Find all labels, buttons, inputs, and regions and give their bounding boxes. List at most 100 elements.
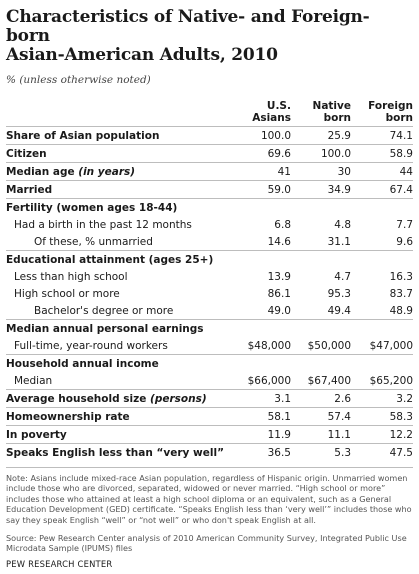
row-label-unit: (in years): [78, 165, 136, 178]
row-label: Share of Asian population: [6, 126, 229, 145]
cell-foreign-born: 67.4: [351, 180, 413, 199]
table-row: Had a birth in the past 12 months 6.8 4.8 7…: [6, 216, 413, 233]
row-label: Full-time, year-round workers: [6, 337, 229, 355]
subtitle: % (unless otherwise noted): [6, 74, 151, 86]
cell-us-asians: $66,000: [247, 374, 291, 387]
row-label: In poverty: [6, 425, 229, 444]
cell-foreign-born: 58.9: [351, 144, 413, 163]
row-label: Speaks English less than “very well”: [6, 443, 229, 461]
cell-us-asians: 14.6: [267, 235, 291, 248]
cell-foreign-born: [351, 198, 413, 216]
table-row: Household annual income: [6, 354, 413, 372]
cell-native-born: [291, 319, 351, 337]
cell-native-born: 5.3: [291, 443, 351, 461]
table-row: Fertility (women ages 18-44): [6, 198, 413, 216]
cell-native-born: [291, 250, 351, 268]
table-row: Married 59.0 34.9 67.4: [6, 180, 413, 199]
cell-native-born: $67,400: [307, 374, 351, 387]
column-header-us-asians: U.S. Asians: [252, 100, 291, 124]
row-label-text: Median: [14, 374, 53, 387]
row-label-text: Bachelor's degree or more: [34, 304, 174, 317]
cell-native-born: 4.8: [334, 218, 351, 231]
cell-us-asians: 6.8: [274, 218, 291, 231]
table-row: Average household size (persons) 3.1 2.6 3.…: [6, 389, 413, 408]
table-row: High school or more 86.1 95.3 83.7: [6, 285, 413, 302]
cell-native-born: 2.6: [291, 389, 351, 408]
cell-foreign-born: 12.2: [351, 425, 413, 444]
row-label: Homeownership rate: [6, 407, 229, 426]
column-header-native-born: Native born: [312, 100, 351, 124]
cell-foreign-born: 9.6: [396, 235, 413, 248]
cell-foreign-born: 44: [351, 162, 413, 181]
cell-native-born: 11.1: [291, 425, 351, 444]
header-label-spacer: [6, 94, 229, 127]
table-row: Educational attainment (ages 25+): [6, 250, 413, 268]
row-label: Educational attainment (ages 25+): [6, 250, 229, 268]
table-row: Median age (in years) 41 30 44: [6, 162, 413, 181]
table-source: Source: Pew Research Center analysis of …: [6, 533, 407, 554]
table-row: Full-time, year-round workers $48,000 $50,…: [6, 337, 413, 355]
cell-us-asians: [229, 198, 291, 216]
table-row: Bachelor's degree or more 49.0 49.4 48.9: [6, 302, 413, 320]
cell-foreign-born: $65,200: [369, 374, 413, 387]
cell-us-asians: 49.0: [267, 304, 291, 317]
cell-us-asians: [229, 354, 291, 372]
row-label-unit: (persons): [150, 392, 207, 405]
row-label-text: Educational attainment (ages 25+): [6, 253, 214, 266]
cell-us-asians: 3.1: [229, 389, 291, 408]
row-label-text: Full-time, year-round workers: [14, 339, 168, 352]
row-label-text: Citizen: [6, 147, 47, 160]
row-label: Citizen: [6, 144, 229, 163]
row-label-text: Married: [6, 183, 53, 196]
cell-us-asians: 36.5: [229, 443, 291, 461]
characteristics-table: U.S. Asians Native born Foreign born Sha…: [6, 94, 413, 461]
row-label-text: In poverty: [6, 428, 67, 441]
row-label: Had a birth in the past 12 months: [6, 216, 229, 233]
row-label-text: Average household size: [6, 392, 147, 405]
cell-foreign-born: [351, 319, 413, 337]
cell-us-asians: 59.0: [229, 180, 291, 199]
row-label-text: Homeownership rate: [6, 410, 130, 423]
page-title: Characteristics of Native- and Foreign-b…: [6, 8, 413, 65]
cell-foreign-born: 3.2: [351, 389, 413, 408]
row-label-text: Share of Asian population: [6, 129, 160, 142]
table-row: Homeownership rate 58.1 57.4 58.3: [6, 407, 413, 426]
table-row: Speaks English less than “very well” 36.5…: [6, 443, 413, 461]
cell-us-asians: [229, 319, 291, 337]
cell-foreign-born: [351, 354, 413, 372]
row-label-text: Household annual income: [6, 357, 159, 370]
table-row: Median annual personal earnings: [6, 319, 413, 337]
row-label-text: High school or more: [14, 287, 120, 300]
cell-us-asians: 11.9: [229, 425, 291, 444]
cell-native-born: 95.3: [327, 287, 351, 300]
cell-us-asians: 58.1: [229, 407, 291, 426]
cell-foreign-born: 58.3: [351, 407, 413, 426]
row-label-text: Had a birth in the past 12 months: [14, 218, 192, 231]
row-label-text: Speaks English less than “very well”: [6, 446, 224, 459]
cell-us-asians: 69.6: [229, 144, 291, 163]
cell-native-born: 31.1: [327, 235, 351, 248]
cell-native-born: [291, 354, 351, 372]
cell-native-born: 57.4: [291, 407, 351, 426]
title-line-1: Characteristics of Native- and Foreign-b…: [6, 7, 370, 46]
cell-native-born: 4.7: [334, 270, 351, 283]
cell-us-asians: 100.0: [229, 126, 291, 145]
organization-name: PEW RESEARCH CENTER: [6, 558, 113, 569]
cell-us-asians: $48,000: [247, 339, 291, 352]
table-row: Median $66,000 $67,400 $65,200: [6, 372, 413, 390]
row-label: High school or more: [6, 285, 229, 302]
row-label: Of these, % unmarried: [6, 233, 229, 251]
table-row: Less than high school 13.9 4.7 16.3: [6, 268, 413, 285]
cell-native-born: $50,000: [307, 339, 351, 352]
table-body: Share of Asian population 100.0 25.9 74.1 Ci…: [6, 126, 413, 461]
cell-foreign-born: 7.7: [396, 218, 413, 231]
row-label-text: Median annual personal earnings: [6, 322, 204, 335]
cell-foreign-born: [351, 250, 413, 268]
row-label: Median annual personal earnings: [6, 319, 229, 337]
cell-native-born: 100.0: [291, 144, 351, 163]
table-row: In poverty 11.9 11.1 12.2: [6, 425, 413, 444]
row-label: Household annual income: [6, 354, 229, 372]
cell-foreign-born: 47.5: [351, 443, 413, 461]
table-row: Of these, % unmarried 14.6 31.1 9.6: [6, 233, 413, 251]
row-label: Fertility (women ages 18-44): [6, 198, 229, 216]
